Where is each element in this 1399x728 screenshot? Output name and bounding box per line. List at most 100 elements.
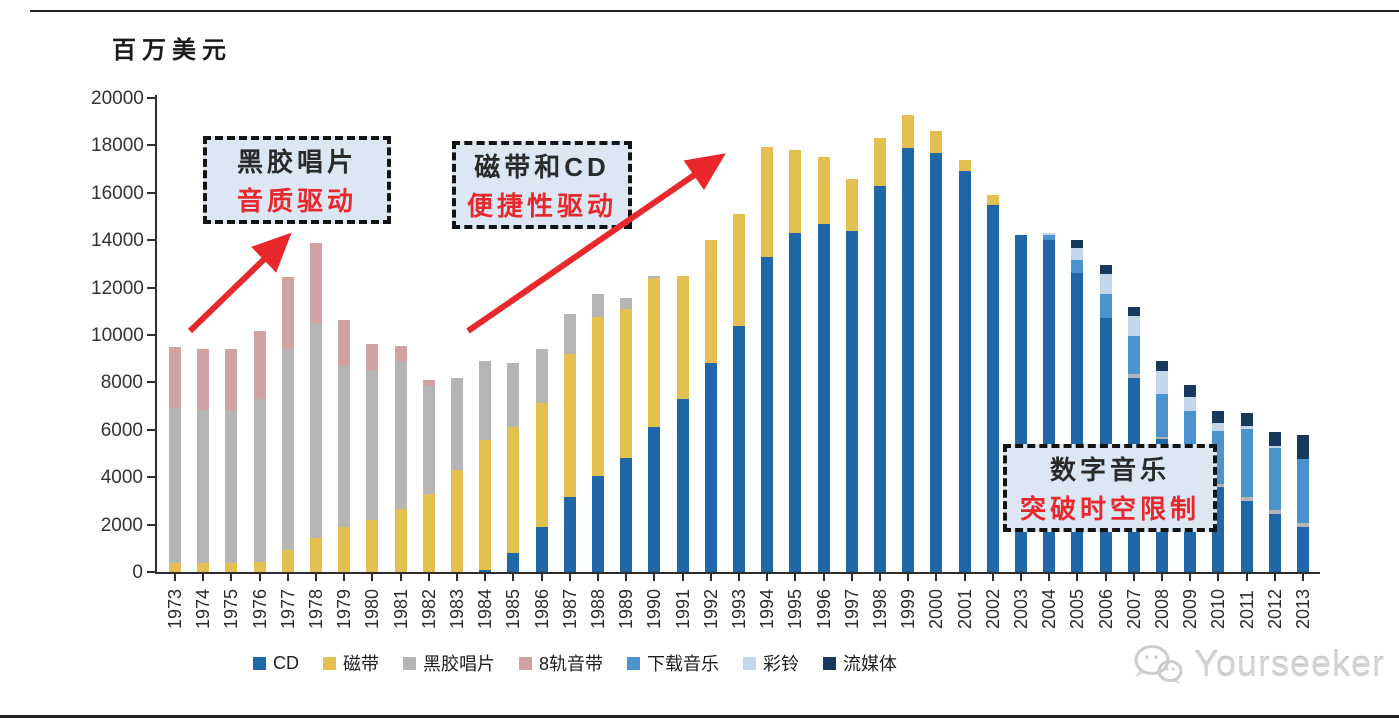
x-axis-tick	[653, 574, 656, 581]
annotation-vinyl-era: 黑胶唱片 音质驱动	[203, 136, 391, 224]
bar-segment-1983-黑胶唱片	[451, 377, 463, 471]
bar-segment-2013-CD	[1297, 526, 1309, 572]
x-axis-year-label: 1993	[729, 588, 749, 629]
x-axis-tick	[315, 574, 317, 581]
y-axis-tick-label: 4000	[100, 467, 143, 489]
y-axis-tick	[147, 428, 155, 431]
x-axis-tick	[1302, 574, 1304, 581]
legend-item-下载音乐: 下载音乐	[627, 650, 719, 676]
x-axis-tick	[1189, 574, 1192, 581]
bar-segment-1982-黑胶唱片	[422, 385, 435, 494]
x-axis-tick	[879, 574, 881, 581]
bar-segment-2007-黑胶唱片	[1127, 374, 1140, 378]
bar-segment-2011-CD	[1240, 500, 1253, 572]
x-axis-year-label: 2013	[1293, 588, 1313, 629]
bar-segment-2008-流媒体	[1156, 361, 1168, 371]
bar-segment-1991-CD	[676, 398, 689, 572]
bar-segment-1996-CD	[817, 223, 830, 572]
legend-item-黑胶唱片: 黑胶唱片	[402, 650, 495, 676]
bar-segment-1997-磁带	[845, 178, 858, 231]
y-axis-tick	[147, 381, 155, 384]
y-axis-tick-label: 16000	[91, 182, 144, 204]
x-axis-year-label: 2002	[982, 588, 1003, 629]
bar-segment-1982-磁带	[422, 493, 435, 572]
bar-segment-1987-黑胶唱片	[563, 313, 576, 354]
bar-segment-1995-CD	[789, 233, 802, 572]
chart-legend: CD 磁带 黑胶唱片 8轨音带 下载音乐 彩铃 流媒体	[150, 650, 1000, 676]
bar-segment-1999-磁带	[902, 114, 915, 148]
x-axis-tick	[1076, 574, 1079, 581]
x-axis-tick	[202, 574, 205, 581]
bar-segment-1999-CD	[902, 147, 915, 572]
bar-segment-1987-磁带	[563, 353, 576, 498]
bar-segment-2001-CD	[958, 171, 971, 572]
legend-label-彩铃: 彩铃	[763, 654, 799, 674]
bar-segment-2009-彩铃	[1184, 396, 1197, 411]
bar-segment-1976-磁带	[253, 562, 266, 572]
x-axis-year-label: 1991	[672, 588, 693, 629]
bar-segment-2007-下载音乐	[1127, 336, 1140, 375]
x-axis-tick	[963, 574, 966, 581]
x-axis-year-label: 2001	[954, 588, 975, 629]
bar-segment-1995-磁带	[789, 150, 802, 234]
x-axis-year-label: 1976	[249, 588, 270, 629]
arrow-vinyl-growth	[187, 232, 292, 334]
bar-segment-2005-彩铃	[1071, 248, 1084, 261]
annotation-tape-cd-subtitle: 便捷性驱动	[466, 191, 617, 221]
x-axis-year-label: 1981	[390, 588, 411, 629]
bar-segment-1980-黑胶唱片	[366, 369, 379, 520]
bar-segment-2004-下载音乐	[1043, 235, 1056, 241]
x-axis-year-label: 1985	[503, 588, 524, 629]
bar-segment-2006-下载音乐	[1099, 293, 1112, 319]
bar-segment-1989-磁带	[620, 308, 633, 459]
x-axis-year-label: 1974	[193, 588, 214, 629]
y-axis-tick	[147, 476, 155, 479]
bar-segment-2005-流媒体	[1071, 240, 1084, 249]
legend-swatch-下载音乐	[627, 656, 640, 670]
x-axis-tick	[766, 574, 769, 581]
bar-segment-1993-磁带	[733, 214, 745, 326]
x-axis-tick	[822, 574, 825, 581]
x-axis-year-label: 1995	[785, 588, 806, 629]
bar-segment-1977-黑胶唱片	[281, 349, 294, 550]
x-axis-year-label: 2000	[926, 588, 947, 629]
x-axis-tick	[597, 574, 599, 581]
x-axis-tick	[907, 574, 910, 581]
annotation-vinyl-subtitle: 音质驱动	[236, 186, 357, 216]
y-axis-tick-label: 12000	[91, 277, 144, 299]
bar-segment-1979-8轨音带	[338, 319, 351, 367]
bar-segment-1987-CD	[563, 497, 576, 572]
x-axis-year-label: 2012	[1264, 588, 1285, 629]
bar-segment-1997-CD	[845, 230, 858, 572]
x-axis-year-label: 1987	[559, 588, 580, 629]
bar-segment-1978-磁带	[310, 538, 322, 572]
x-axis-year-label: 1975	[221, 588, 242, 629]
x-axis-year-label: 2010	[1208, 588, 1229, 629]
y-axis-tick-label: 10000	[91, 325, 144, 346]
bar-segment-2004-彩铃	[1043, 233, 1056, 236]
bar-segment-1975-磁带	[225, 562, 238, 572]
bar-segment-1994-CD	[761, 256, 774, 572]
bar-segment-2008-下载音乐	[1156, 394, 1168, 437]
bar-segment-1988-磁带	[592, 317, 604, 476]
bar-segment-2008-彩铃	[1156, 370, 1168, 395]
annotation-tape-cd-title: 磁带和CD	[474, 152, 610, 182]
y-axis-tick-label: 20000	[91, 88, 144, 109]
x-axis-year-label: 1983	[447, 588, 467, 629]
legend-label-CD: CD	[272, 652, 299, 673]
legend-label-下载音乐: 下载音乐	[647, 654, 719, 674]
x-axis-tick	[850, 574, 853, 581]
bar-segment-1998-磁带	[874, 138, 886, 186]
y-axis-tick-label: 18000	[91, 135, 144, 157]
annotation-digital-era: 数字音乐 突破时空限制	[1003, 444, 1217, 532]
y-axis-tick-label: 2000	[100, 514, 143, 536]
top-rule	[30, 10, 1399, 12]
x-axis-tick	[1161, 574, 1163, 581]
bar-segment-1979-磁带	[338, 526, 351, 572]
y-axis-line	[155, 95, 157, 574]
legend-item-CD: CD	[252, 652, 299, 674]
bar-segment-1973-8轨音带	[169, 346, 181, 409]
annotation-digital-title: 数字音乐	[1049, 455, 1170, 485]
x-axis-tick	[1132, 574, 1135, 581]
